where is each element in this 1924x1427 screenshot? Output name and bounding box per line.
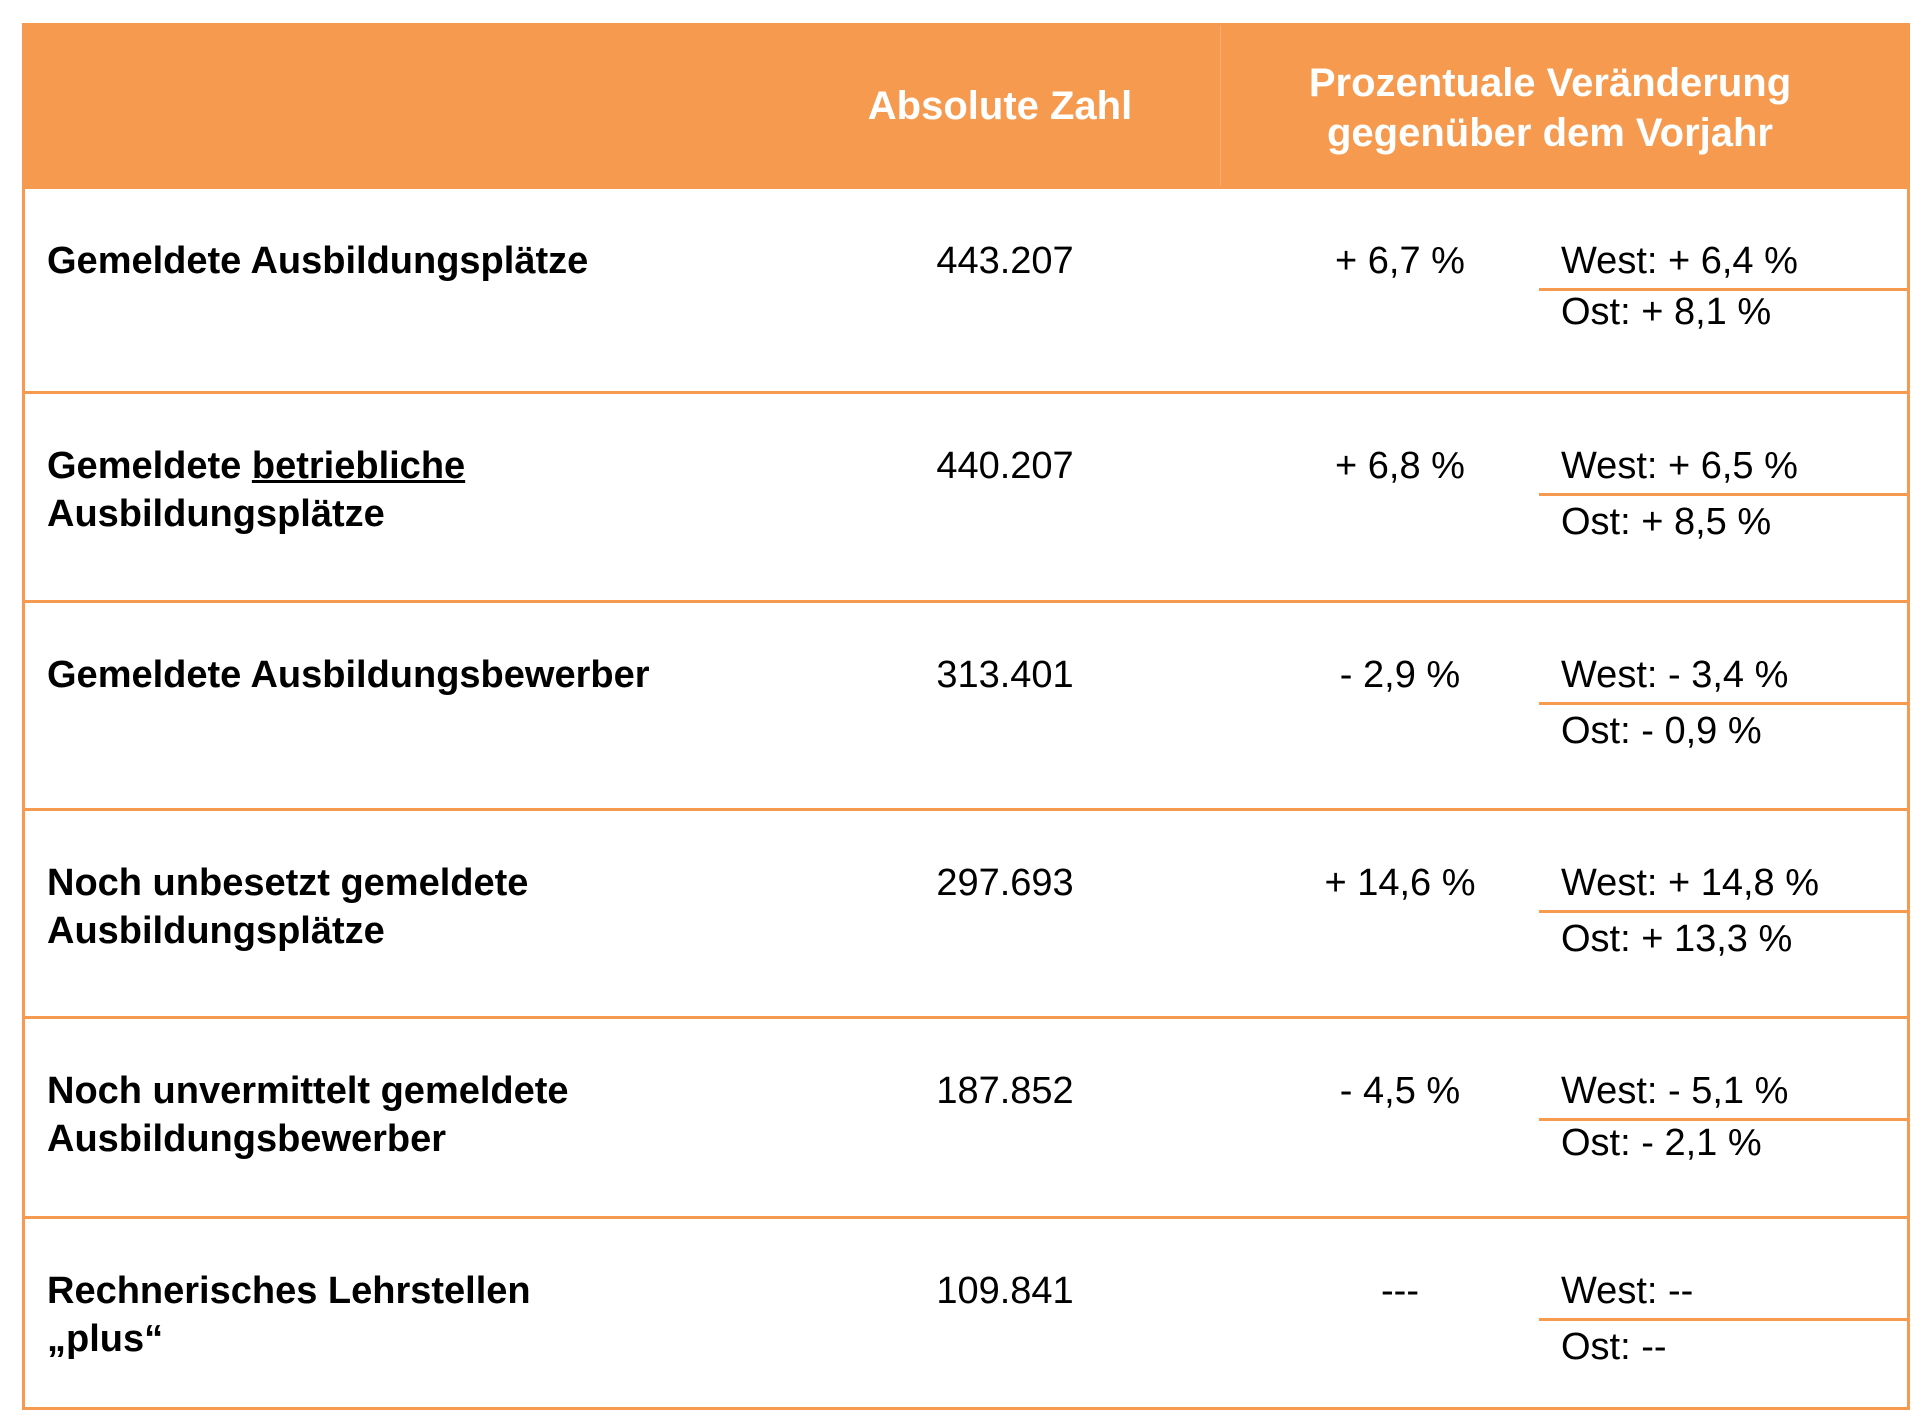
row-label-text-line2: Ausbildungsbewerber [47, 1118, 447, 1160]
absolute-value: 443.207 [936, 240, 1074, 282]
row-label-text-line2: „plus“ [47, 1318, 164, 1360]
absolute-value: 109.841 [936, 1270, 1074, 1312]
table-header: Absolute Zahl Prozentuale Veränderung ge… [25, 26, 1907, 186]
row-label: Noch unvermittelt gemeldete Ausbildungsbe… [47, 1067, 569, 1163]
west-ost-divider [1539, 702, 1909, 705]
header-divider [1220, 26, 1221, 186]
row-label-text: Gemeldete [47, 445, 252, 487]
row-label: Rechnerisches Lehrstellen „plus“ [47, 1267, 531, 1363]
row-label: Gemeldete Ausbildungsbewerber [47, 651, 650, 699]
ost-value: Ost: - 2,1 % [1561, 1122, 1762, 1164]
percent-change: --- [1381, 1270, 1419, 1312]
absolute-value: 297.693 [936, 862, 1074, 904]
table-row: Gemeldete betriebliche Ausbildungsplätze … [25, 391, 1909, 600]
ost-value: Ost: + 8,1 % [1561, 291, 1772, 333]
percent-change: + 14,6 % [1324, 862, 1476, 904]
west-value: West: + 6,4 % [1561, 240, 1798, 282]
row-label-text: Rechnerisches Lehrstellen [47, 1270, 531, 1312]
table-row: Gemeldete Ausbildungsbewerber 313.401 - … [25, 600, 1909, 808]
header-percent-change: Prozentuale Veränderung gegenüber dem Vo… [1195, 58, 1905, 158]
absolute-value: 440.207 [936, 445, 1074, 487]
table-row: Rechnerisches Lehrstellen „plus“ 109.841 … [25, 1216, 1909, 1407]
statistics-table: Absolute Zahl Prozentuale Veränderung ge… [22, 23, 1910, 1410]
percent-change: - 4,5 % [1339, 1070, 1461, 1112]
west-value: West: + 6,5 % [1561, 445, 1798, 487]
percent-change: + 6,8 % [1335, 445, 1465, 487]
row-label: Gemeldete Ausbildungsplätze [47, 237, 588, 285]
row-label-text-line2: Ausbildungsplätze [47, 910, 385, 952]
west-value: West: + 14,8 % [1561, 862, 1820, 904]
ost-value: Ost: + 8,5 % [1561, 501, 1772, 543]
west-value: West: - 5,1 % [1561, 1070, 1789, 1112]
header-percent-line2: gegenüber dem Vorjahr [1326, 111, 1773, 155]
table-row: Noch unvermittelt gemeldete Ausbildungsbe… [25, 1016, 1909, 1216]
west-value: West: - 3,4 % [1561, 654, 1789, 696]
header-absolute-number: Absolute Zahl [867, 84, 1133, 128]
row-label-underlined: betriebliche [251, 445, 466, 487]
ost-value: Ost: - 0,9 % [1561, 710, 1762, 752]
west-ost-divider [1539, 1118, 1909, 1121]
west-ost-divider [1539, 493, 1909, 496]
row-label-text-line2: Ausbildungsplätze [47, 493, 385, 535]
row-label-text: Gemeldete Ausbildungsplätze [47, 240, 589, 282]
table-row: Gemeldete Ausbildungsplätze 443.207 + 6,… [25, 186, 1909, 391]
absolute-value: 187.852 [936, 1070, 1074, 1112]
ost-value: Ost: + 13,3 % [1561, 918, 1793, 960]
west-value: West: -- [1561, 1270, 1694, 1312]
ost-value: Ost: -- [1561, 1326, 1667, 1368]
west-ost-divider [1539, 910, 1909, 913]
absolute-value: 313.401 [936, 654, 1074, 696]
row-label-text: Noch unbesetzt gemeldete [47, 862, 529, 904]
header-percent-line1: Prozentuale Veränderung [1308, 61, 1792, 105]
table-row: Noch unbesetzt gemeldete Ausbildungsplätz… [25, 808, 1909, 1016]
row-label: Noch unbesetzt gemeldete Ausbildungsplätz… [47, 859, 528, 955]
row-label-text: Noch unvermittelt gemeldete [47, 1070, 569, 1112]
percent-change: + 6,7 % [1335, 240, 1465, 282]
row-label: Gemeldete betriebliche Ausbildungsplätze [47, 442, 465, 538]
west-ost-divider [1539, 1318, 1909, 1321]
west-ost-divider [1539, 288, 1909, 291]
row-label-text: Gemeldete Ausbildungsbewerber [47, 654, 650, 696]
percent-change: - 2,9 % [1339, 654, 1461, 696]
